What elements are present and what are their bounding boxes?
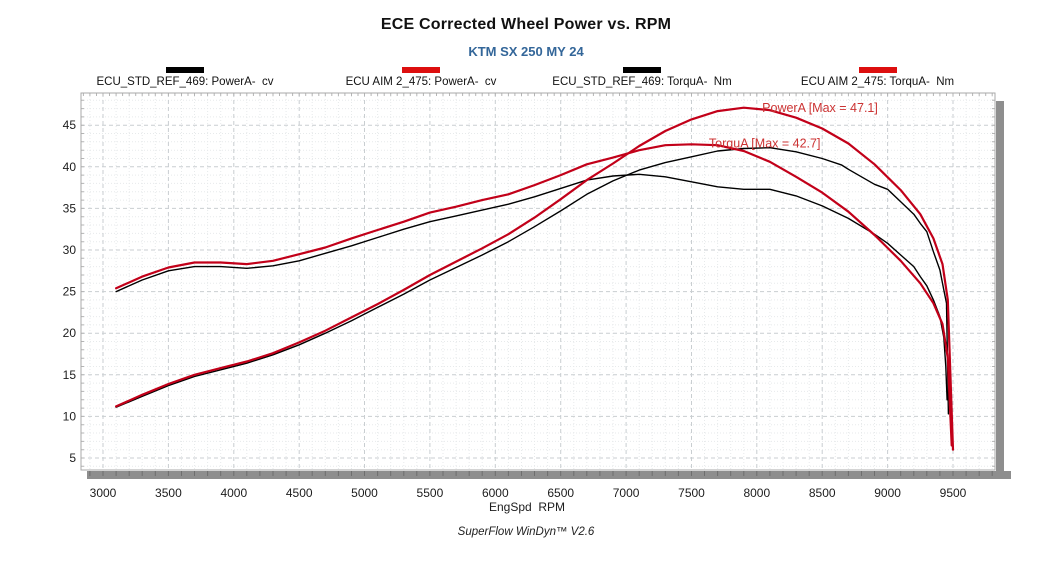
x-tick-label: 4500	[286, 486, 313, 500]
plot-shadow-bottom	[87, 471, 1011, 479]
legend-color-swatch-red-torque	[858, 67, 897, 73]
chart-subtitle: KTM SX 250 MY 24	[468, 44, 584, 59]
y-tick-label: 40	[63, 160, 77, 174]
annotation-max-label-1: TorquA [Max = 42.7]	[709, 137, 821, 151]
x-tick-label: 6500	[547, 486, 574, 500]
footer-version-text: SuperFlow WinDyn™ V2.6	[457, 526, 595, 538]
x-tick-label: 7000	[613, 486, 640, 500]
legend-item-std-torque: ECU_STD_REF_469: TorquA- Nm	[548, 67, 736, 88]
minor-gridlines	[81, 93, 995, 470]
chart-title: ECE Corrected Wheel Power vs. RPM	[380, 16, 672, 33]
x-tick-label: 9500	[940, 486, 967, 500]
y-tick-label: 30	[63, 243, 77, 257]
y-tick-label: 35	[63, 201, 77, 215]
x-tick-label: 8000	[743, 486, 770, 500]
x-tick-label: 3000	[90, 486, 117, 500]
legend-item-std-power: ECU_STD_REF_469: PowerA- cv	[95, 67, 275, 88]
curve-ecu-aim-2-475-powera-cv-	[114, 106, 955, 451]
x-tick-label: 8500	[809, 486, 836, 500]
x-tick-label: 9000	[874, 486, 901, 500]
plot-frame	[80, 92, 996, 471]
legend-label: ECU AIM 2_475: TorquA- Nm	[800, 76, 955, 88]
legend-label: ECU_STD_REF_469: TorquA- Nm	[552, 76, 732, 88]
major-gridlines	[81, 93, 995, 470]
bottom-axis-ticks	[89, 471, 993, 476]
legend-color-swatch-black-power	[166, 67, 204, 73]
curve-ecu-std-ref-469-powera-cv-	[115, 146, 950, 415]
plot-background	[81, 93, 995, 470]
annotation-max-label-0: PowerA [Max = 47.1]	[762, 101, 878, 115]
y-tick-label: 20	[63, 326, 77, 340]
legend-item-aim-torque: ECU AIM 2_475: TorquA- Nm	[795, 67, 960, 88]
legend-item-aim-power: ECU AIM 2_475: PowerA- cv	[335, 67, 507, 88]
y-tick-label: 25	[63, 285, 77, 299]
x-axis-label: EngSpd RPM	[489, 500, 565, 514]
legend-color-swatch-red-power	[402, 67, 440, 73]
legend-label: ECU_STD_REF_469: PowerA- cv	[96, 76, 274, 88]
x-tick-label: 4000	[220, 486, 247, 500]
plot-shadow-right	[996, 101, 1004, 479]
y-tick-label: 5	[69, 451, 76, 465]
curve-ecu-aim-2-475-torqua-nm-	[114, 143, 953, 447]
x-tick-label: 3500	[155, 486, 182, 500]
x-tick-label: 5000	[351, 486, 378, 500]
x-tick-label: 5500	[417, 486, 444, 500]
y-tick-label: 10	[63, 409, 77, 423]
x-tick-label: 7500	[678, 486, 705, 500]
legend: ECU_STD_REF_469: PowerA- cv ECU AIM 2_47…	[0, 0, 1052, 95]
y-tick-label: 15	[63, 368, 77, 382]
axis-ticks	[81, 93, 995, 467]
y-tick-label: 45	[63, 118, 77, 132]
x-tick-label: 6000	[482, 486, 509, 500]
legend-label: ECU AIM 2_475: PowerA- cv	[345, 76, 497, 88]
legend-color-swatch-black-torque	[623, 67, 661, 73]
